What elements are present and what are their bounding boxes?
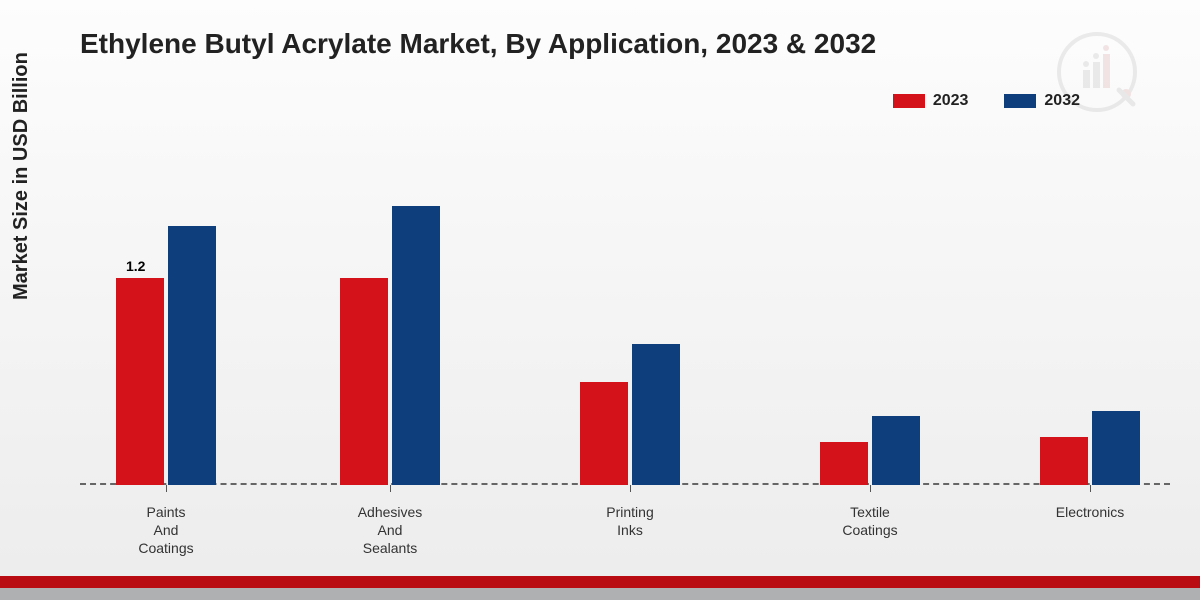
x-axis-tick <box>870 485 871 492</box>
bar-2032 <box>1092 411 1140 485</box>
legend-item-2032: 2032 <box>1004 92 1080 110</box>
legend-swatch-2023 <box>893 94 925 108</box>
footer-bar-grey <box>0 588 1200 600</box>
bar-2032 <box>872 416 920 485</box>
x-axis-tick <box>390 485 391 492</box>
legend-label-2032: 2032 <box>1044 92 1080 110</box>
bar-2023 <box>1040 437 1088 485</box>
x-axis-tick <box>166 485 167 492</box>
bar-2032 <box>168 226 216 485</box>
bar-2023 <box>340 278 388 485</box>
x-axis-category-label: PrintingInks <box>560 503 700 539</box>
bar-2023 <box>820 442 868 485</box>
legend-swatch-2032 <box>1004 94 1036 108</box>
bar-2032 <box>632 344 680 485</box>
x-axis-category-label: TextileCoatings <box>800 503 940 539</box>
legend-label-2023: 2023 <box>933 92 969 110</box>
chart-title: Ethylene Butyl Acrylate Market, By Appli… <box>80 28 876 60</box>
footer-bar-red <box>0 576 1200 588</box>
bar-group <box>820 416 920 485</box>
bar-group <box>340 206 440 485</box>
x-axis-category-label: Electronics <box>1020 503 1160 521</box>
bar-group <box>580 344 680 485</box>
legend: 2023 2032 <box>893 92 1080 110</box>
x-axis-category-label: AdhesivesAndSealants <box>320 503 460 558</box>
bar-2032 <box>392 206 440 485</box>
x-axis-labels: PaintsAndCoatings AdhesivesAndSealants Pri… <box>80 495 1170 570</box>
bar-value-label: 1.2 <box>126 258 145 274</box>
x-axis-tick <box>630 485 631 492</box>
bar-2023 <box>116 278 164 485</box>
bar-group <box>1040 411 1140 485</box>
legend-item-2023: 2023 <box>893 92 969 110</box>
x-axis-category-label: PaintsAndCoatings <box>96 503 236 558</box>
x-axis-tick <box>1090 485 1091 492</box>
plot-area: 1.2 <box>80 140 1170 485</box>
bar-2023 <box>580 382 628 486</box>
y-axis-label: Market Size in USD Billion <box>10 52 33 300</box>
